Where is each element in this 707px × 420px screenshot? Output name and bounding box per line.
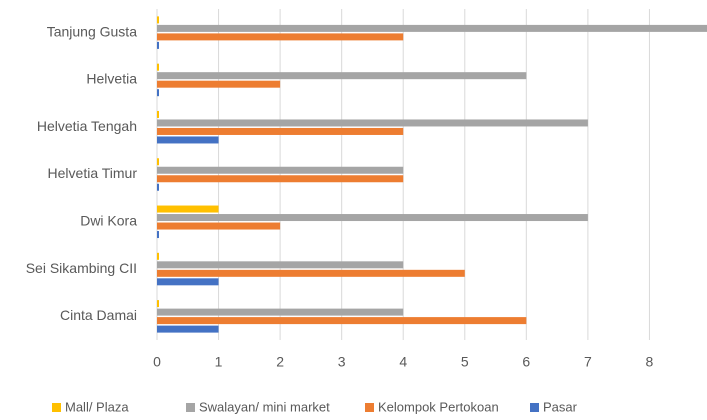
bar [157, 222, 281, 230]
bar [157, 72, 527, 80]
legend-swatch [52, 403, 61, 412]
x-tick-label: 3 [338, 354, 346, 370]
bar [157, 205, 219, 213]
y-tick-label: Helvetia [86, 71, 137, 87]
bar [157, 308, 404, 316]
bar [157, 261, 404, 269]
x-tick-label: 1 [215, 354, 223, 370]
bar [157, 269, 465, 277]
bar [157, 89, 159, 97]
bar [157, 300, 159, 308]
y-tick-label: Helvetia Tengah [37, 118, 137, 134]
legend: Mall/ Plaza Swalayan/ mini market Kelompok… [52, 399, 578, 414]
legend-swatch [530, 403, 539, 412]
x-tick-label: 0 [153, 354, 161, 370]
bar [157, 158, 159, 166]
x-tick-label: 6 [522, 354, 530, 370]
bar [157, 24, 707, 32]
bar [157, 252, 159, 260]
y-tick-label: Helvetia Timur [48, 165, 138, 181]
x-tick-label: 4 [399, 354, 407, 370]
bar [157, 325, 219, 333]
legend-label: Mall/ Plaza [65, 399, 129, 414]
y-tick-label: Cinta Damai [60, 307, 137, 323]
y-tick-label: Dwi Kora [80, 212, 137, 228]
x-tick-label: 7 [584, 354, 592, 370]
legend-label: Kelompok Pertokoan [378, 399, 499, 414]
legend-label: Pasar [543, 399, 578, 414]
bar [157, 175, 404, 183]
bar [157, 136, 219, 144]
bar [157, 214, 588, 222]
bar [157, 317, 527, 325]
legend-swatch [186, 403, 195, 412]
x-tick-label: 5 [461, 354, 469, 370]
bar [157, 110, 159, 118]
y-tick-label: Tanjung Gusta [47, 23, 137, 39]
bar [157, 16, 159, 24]
legend-swatch [365, 403, 374, 412]
legend-label: Swalayan/ mini market [199, 399, 330, 414]
bar [157, 183, 159, 191]
bar [157, 80, 281, 88]
bar [157, 119, 588, 127]
y-tick-label: Sei Sikambing CII [26, 260, 137, 276]
bar [157, 33, 404, 41]
bar [157, 166, 404, 174]
x-tick-label: 2 [276, 354, 284, 370]
bar [157, 278, 219, 286]
bar [157, 127, 404, 135]
bar [157, 231, 159, 239]
bar [157, 63, 159, 71]
x-tick-label: 8 [646, 354, 654, 370]
bar [157, 41, 159, 49]
